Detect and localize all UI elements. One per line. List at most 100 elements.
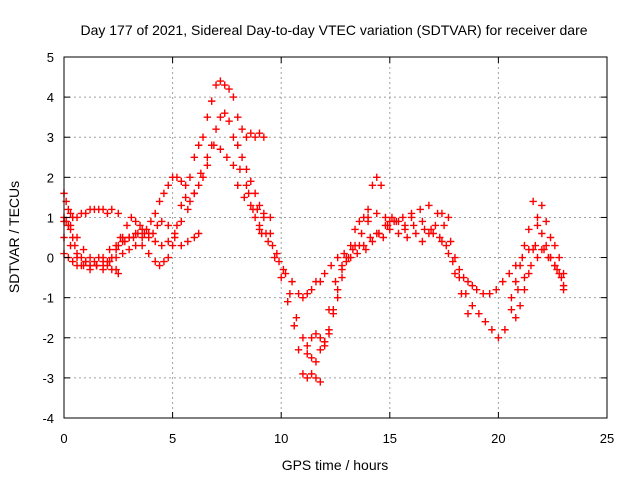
data-point: [82, 209, 90, 218]
data-point: [203, 153, 212, 161]
data-point: [338, 273, 346, 282]
data-point: [262, 229, 270, 238]
data-point: [316, 277, 324, 286]
data-point: [244, 189, 253, 198]
data-point: [164, 221, 172, 230]
data-point: [546, 253, 555, 262]
data-point: [118, 233, 127, 242]
data-point: [540, 245, 548, 254]
data-point: [247, 201, 255, 210]
data-point: [177, 241, 185, 250]
data-point: [394, 229, 403, 238]
data-point: [438, 209, 446, 218]
data-point: [294, 346, 303, 354]
data-point: [86, 265, 94, 274]
data-point: [299, 293, 307, 302]
data-point: [238, 153, 246, 161]
data-point: [303, 342, 311, 350]
data-point: [145, 233, 153, 242]
data-point: [455, 273, 464, 282]
data-point: [347, 253, 355, 262]
data-point: [184, 205, 192, 214]
data-point: [160, 257, 168, 266]
data-point: [108, 205, 116, 214]
data-point: [307, 370, 316, 378]
data-point: [325, 326, 333, 334]
data-point: [158, 241, 166, 250]
data-point: [207, 97, 216, 105]
data-point: [366, 233, 374, 242]
data-point: [199, 133, 207, 141]
data-point: [216, 77, 225, 85]
data-point: [362, 245, 370, 254]
data-point: [386, 225, 394, 234]
y-tick-label: 0: [47, 251, 54, 266]
data-point: [520, 241, 529, 250]
data-point: [131, 229, 140, 238]
data-point: [412, 229, 420, 238]
data-point: [229, 93, 238, 101]
data-point: [138, 233, 146, 242]
data-point: [145, 249, 153, 258]
data-point: [99, 265, 107, 274]
data-point: [127, 213, 136, 222]
data-point: [260, 133, 268, 141]
y-tick-label: -2: [42, 331, 54, 346]
data-point: [542, 217, 550, 226]
data-point: [279, 265, 288, 274]
data-point: [312, 374, 320, 382]
data-point: [307, 354, 316, 362]
data-point: [514, 285, 522, 294]
data-point: [136, 221, 144, 230]
data-point: [181, 193, 190, 202]
data-point: [355, 217, 364, 226]
series-track-9: [255, 225, 394, 302]
data-point: [164, 237, 172, 246]
data-point: [160, 189, 168, 198]
data-point: [114, 241, 122, 250]
data-point: [221, 81, 229, 89]
data-point: [442, 241, 450, 250]
data-point: [533, 213, 542, 222]
data-point: [155, 261, 164, 270]
data-point: [277, 273, 285, 282]
data-point: [236, 165, 244, 174]
data-point: [444, 249, 453, 258]
data-point: [501, 326, 509, 334]
data-point: [403, 233, 411, 242]
data-point: [520, 285, 529, 294]
data-point: [486, 289, 494, 298]
data-point: [173, 221, 181, 230]
data-point: [559, 269, 568, 278]
y-tick-label: 1: [47, 210, 54, 225]
data-point: [368, 181, 377, 190]
data-point: [316, 346, 324, 354]
x-tick-label: 20: [491, 431, 505, 446]
data-point: [416, 205, 424, 214]
data-point: [286, 289, 294, 298]
data-point: [381, 213, 390, 222]
data-point: [507, 293, 516, 302]
series-track-10: [303, 213, 372, 350]
data-point: [82, 257, 90, 266]
data-point: [357, 229, 366, 238]
chart-title: Day 177 of 2021, Sidereal Day-to-day VTE…: [80, 22, 587, 38]
data-point: [520, 273, 529, 282]
data-point: [177, 177, 185, 186]
data-point: [431, 221, 440, 230]
data-point: [303, 374, 311, 382]
data-point: [255, 129, 264, 137]
data-point: [184, 237, 192, 246]
data-point: [251, 133, 259, 141]
data-point: [505, 269, 513, 278]
data-point: [440, 221, 448, 230]
data-point: [320, 269, 329, 278]
data-point: [194, 229, 203, 238]
data-point: [275, 257, 283, 266]
x-tick-label: 10: [274, 431, 288, 446]
data-point: [312, 330, 320, 338]
data-point: [186, 197, 194, 206]
data-point: [199, 173, 207, 182]
data-point: [409, 221, 418, 230]
